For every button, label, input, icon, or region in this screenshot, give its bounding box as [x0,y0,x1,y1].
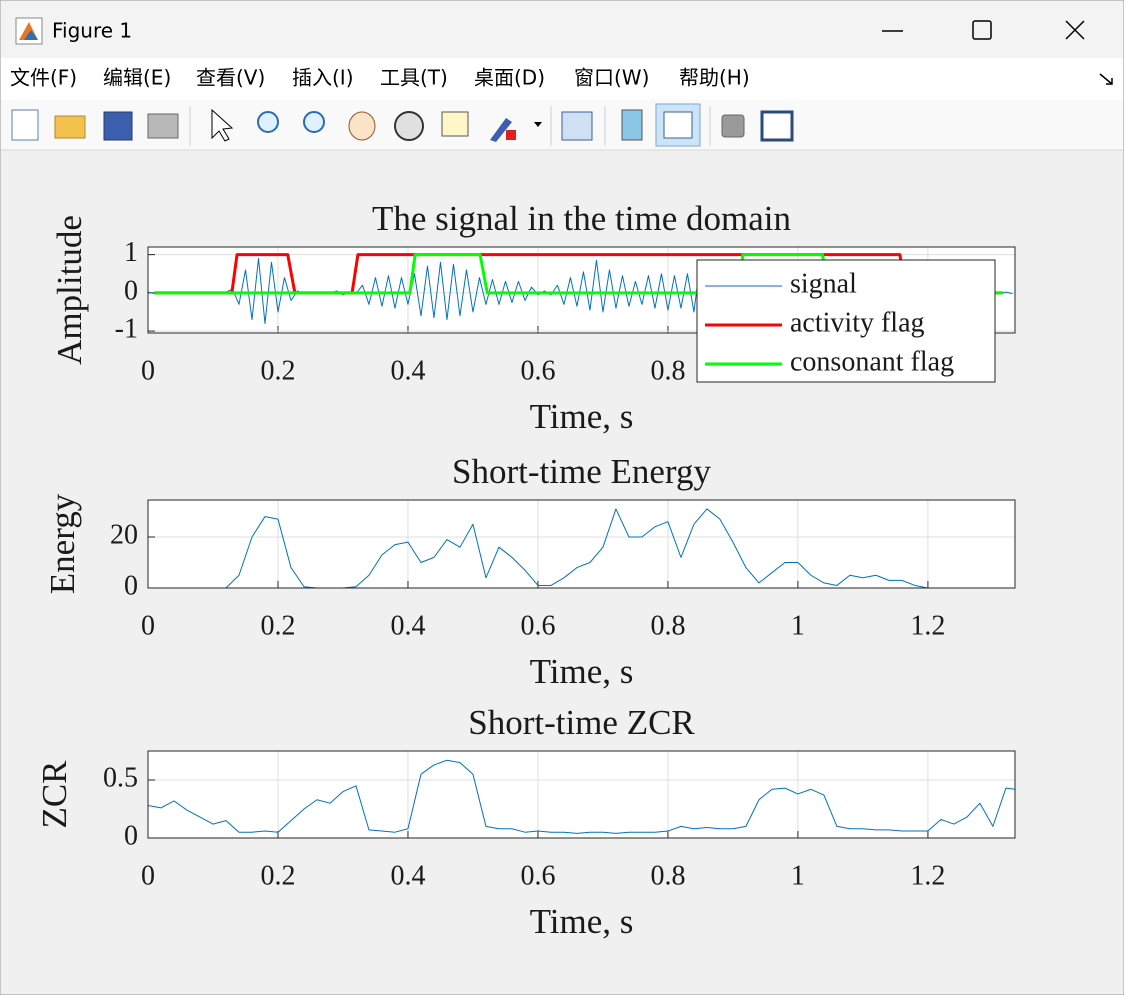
data-line [148,759,1015,834]
legend-label: consonant flag [790,346,954,377]
legend-box [696,259,996,383]
plot-area [148,751,1015,838]
axes-box [147,246,1016,334]
y-axis-label: Energy [43,493,82,594]
x-tick-label: 0.2 [260,860,295,891]
title-bar [1,1,1123,58]
x-tick-label: 0 [141,355,155,386]
toolbar-icons [11,103,794,147]
y-tick-label: 1 [124,237,138,268]
y-axis-label: ZCR [35,760,74,829]
show-tools-icon[interactable] [760,110,794,142]
x-tick-label: 0.8 [650,610,685,641]
datatip-icon[interactable] [441,111,469,137]
x-tick-label: 0.8 [650,355,685,386]
y-tick-label: 0 [124,820,138,851]
menu-item[interactable]: 窗口(W) [574,66,649,90]
x-tick-label: 0.2 [260,355,295,386]
legend-icon [663,111,693,139]
rotate-icon[interactable] [394,111,424,141]
open-icon[interactable] [54,115,86,139]
x-tick-label: 0.8 [650,860,685,891]
menu-item[interactable]: 文件(F) [10,66,77,90]
x-tick-label: 0.6 [520,860,555,891]
print-icon[interactable] [147,113,179,139]
link-icon[interactable] [561,111,593,141]
legend: signal activity flag consonant flag [696,259,996,383]
x-tick-label: 0.4 [390,860,425,891]
menu-item[interactable]: 编辑(E) [103,66,171,90]
brush-dropdown[interactable] [534,122,542,127]
legend-label: signal [790,268,857,299]
save-icon[interactable] [103,111,133,141]
y-axis-label: Amplitude [50,215,89,365]
x-axis-label: Time, s [530,902,634,941]
y-tick-label: 0 [124,570,138,601]
menu-item[interactable]: 帮助(H) [679,66,750,90]
maximize-button[interactable] [972,20,992,40]
menu-item[interactable]: 查看(V) [196,66,265,90]
dock-arrow[interactable] [1099,73,1113,85]
x-tick-label: 0 [141,610,155,641]
axes-title: The signal in the time domain [372,199,791,238]
zoom-out-icon[interactable] [303,111,325,133]
axes: 0 0.2 0.4 0.6 0.8 1 1.2 0 0.5 Short-time ZCR Time,… [35,703,1016,941]
x-axis-label: Time, s [530,652,634,691]
axes: 0 0.2 0.4 0.6 0.8 1 1.2 0 20 Short-time Energy Tim… [43,452,1016,691]
axes-title: Short-time ZCR [468,703,695,742]
x-tick-label: 1 [791,860,805,891]
x-tick-label: 1.2 [910,610,945,641]
x-tick-label: 1 [791,610,805,641]
close-button[interactable] [1065,20,1085,40]
menu-item[interactable]: 工具(T) [380,66,448,90]
app-icon [15,17,43,45]
brush-color [506,130,516,140]
x-tick-label: 0.6 [520,610,555,641]
zoom-in-icon[interactable] [257,111,279,133]
axes-box [147,750,1016,839]
y-tick-label: 20 [110,519,138,550]
brush-icon[interactable] [490,118,512,142]
plot-area [148,500,1015,588]
hide-tools-icon[interactable] [721,114,745,138]
new-icon[interactable] [11,109,39,141]
legend-label: activity flag [790,307,925,338]
colorbar-icon[interactable] [621,109,643,141]
y-tick-label: 0.5 [103,762,138,793]
x-axis-label: Time, s [530,397,634,436]
x-tick-label: 0.4 [390,355,425,386]
y-tick-label: -1 [115,314,138,345]
axes-box [147,499,1016,589]
menu-bar [1,58,1123,100]
data-line [148,508,1006,588]
axes-title: Short-time Energy [452,452,711,491]
menu-items: 文件(F) 编辑(E) 查看(V) 插入(I) 工具(T) 桌面(D) 窗口(W) 帮助(H) [10,66,750,90]
menu-item[interactable]: 桌面(D) [474,66,545,90]
window-title: Figure 1 [52,19,132,43]
x-tick-label: 0.6 [520,355,555,386]
x-tick-label: 0.4 [390,610,425,641]
pointer-icon[interactable] [211,108,234,142]
pan-icon[interactable] [348,111,376,141]
menu-item[interactable]: 插入(I) [292,66,354,90]
x-tick-label: 0 [141,860,155,891]
x-tick-label: 1.2 [910,860,945,891]
y-tick-label: 0 [124,275,138,306]
x-tick-label: 0.2 [260,610,295,641]
